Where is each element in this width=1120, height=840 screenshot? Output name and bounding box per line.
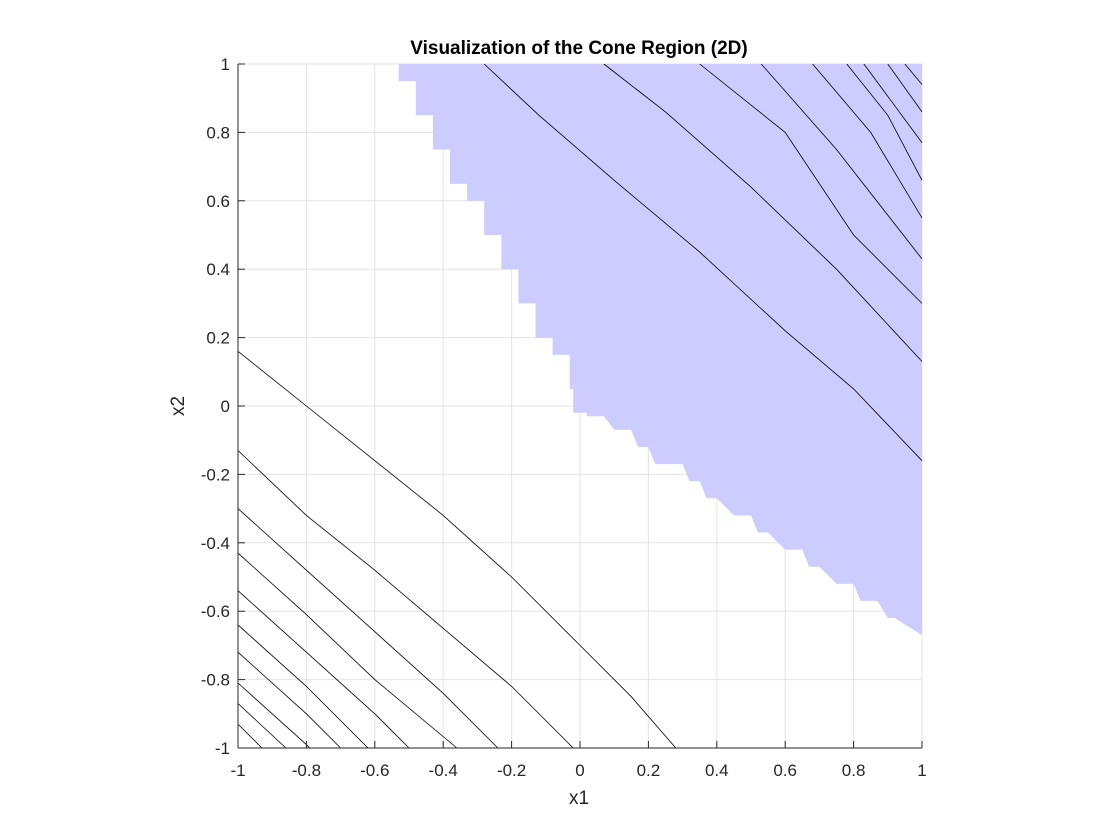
x-tick-label-5: 0: [575, 761, 584, 780]
contour-line-17: [237, 703, 287, 749]
contour-line-2: [699, 63, 923, 304]
x-tick-label-3: -0.4: [429, 761, 458, 780]
contour-line-13: [237, 590, 410, 749]
contour-line-8: [904, 63, 923, 85]
y-tick-label-1: -0.8: [201, 671, 230, 690]
x-tick-label-9: 0.8: [842, 761, 866, 780]
contour-line-10: [237, 450, 574, 749]
y-tick-label-9: 0.8: [206, 123, 230, 142]
contour-line-14: [237, 624, 369, 749]
x-tick-label-2: -0.6: [360, 761, 389, 780]
x-tick-label-1: -0.8: [292, 761, 321, 780]
tick-labels: -1 -0.8 -0.6 -0.4 -0.2 0 0.2 0.4 0.6 0.8 1 -1 -0.8 -0…: [201, 55, 927, 780]
x-tick-label-6: 0.2: [637, 761, 661, 780]
contour-line-4: [812, 63, 923, 219]
x-tick-label-8: 0.6: [773, 761, 797, 780]
y-tick-label-10: 1: [221, 55, 230, 74]
y-axis-label: x2: [168, 396, 189, 416]
y-tick-label-3: -0.4: [201, 534, 230, 553]
contour-line-12: [237, 552, 458, 749]
y-tick-label-5: 0: [221, 397, 230, 416]
contour-line-9: [237, 350, 677, 749]
contour-line-15: [237, 651, 341, 749]
contour-line-7: [887, 63, 923, 113]
y-tick-label-6: 0.2: [206, 329, 230, 348]
x-tick-label-4: -0.2: [497, 761, 526, 780]
contour-line-18: [237, 723, 263, 749]
y-tick-label-4: -0.2: [201, 465, 230, 484]
y-tick-label-2: -0.6: [201, 602, 230, 621]
chart-title: Visualization of the Cone Region (2D): [410, 38, 747, 59]
x-tick-label-0: -1: [230, 761, 245, 780]
contour-lines: [237, 63, 923, 749]
cone-region: [398, 64, 922, 636]
x-tick-label-10: 1: [917, 761, 926, 780]
contour-line-1: [603, 63, 923, 362]
cone-region-fill: [398, 64, 922, 636]
x-tick-label-7: 0.4: [705, 761, 729, 780]
contour-line-5: [846, 63, 923, 181]
contour-line-3: [760, 63, 923, 260]
contour-line-0: [483, 63, 923, 461]
contour-line-6: [863, 63, 923, 143]
y-tick-label-0: -1: [215, 739, 230, 758]
contour-line-16: [237, 682, 311, 749]
axes: [237, 63, 923, 749]
y-tick-label-8: 0.6: [206, 192, 230, 211]
contour-line-11: [237, 508, 499, 749]
x-axis-label: x1: [569, 788, 589, 809]
y-tick-label-7: 0.4: [206, 260, 230, 279]
